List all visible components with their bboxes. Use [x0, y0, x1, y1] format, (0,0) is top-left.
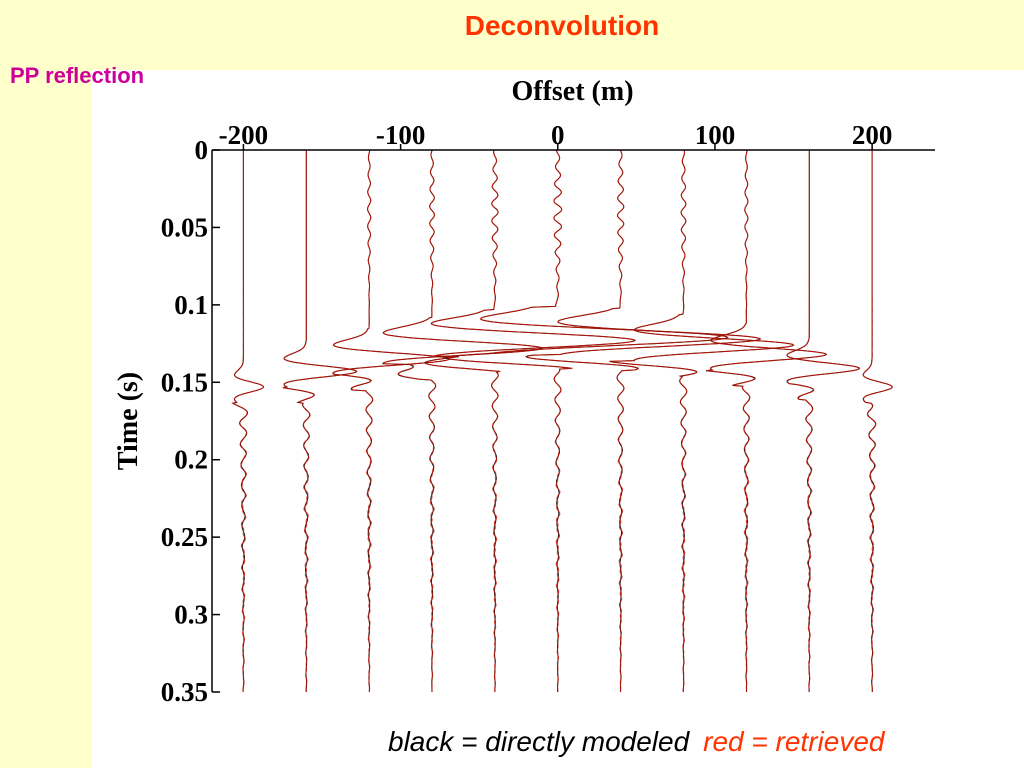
- trace-retrieved: [446, 149, 729, 693]
- trace-retrieved: [282, 150, 358, 692]
- x-tick-label: 100: [695, 120, 736, 150]
- traces-layer: [231, 149, 893, 693]
- slide-subtitle: PP reflection: [10, 63, 145, 88]
- trace-retrieved: [332, 149, 451, 693]
- y-tick-label: 0.35: [161, 677, 208, 707]
- y-tick-label: 0: [195, 135, 209, 165]
- legend-caption: black = directly modeled red = retrieved: [388, 726, 884, 758]
- trace-retrieved: [786, 150, 861, 692]
- trace-retrieved: [609, 149, 795, 693]
- trace-retrieved: [706, 149, 827, 692]
- trace-modeled: [382, 149, 543, 692]
- trace-retrieved: [862, 150, 893, 692]
- x-axis-title: Offset (m): [511, 76, 633, 107]
- trace-modeled: [705, 149, 828, 692]
- y-tick-label: 0.25: [161, 522, 208, 552]
- trace-modeled: [525, 149, 762, 692]
- trace-modeled: [231, 150, 264, 692]
- trace-modeled: [445, 149, 729, 693]
- trace-modeled: [283, 150, 358, 692]
- y-tick-label: 0.15: [161, 367, 208, 397]
- y-tick-label: 0.05: [161, 212, 208, 242]
- y-tick-label: 0.1: [174, 290, 208, 320]
- trace-retrieved: [525, 149, 762, 693]
- legend-modeled-text: black = directly modeled: [388, 726, 690, 757]
- trace-retrieved: [425, 149, 637, 692]
- trace-modeled: [862, 150, 893, 692]
- x-tick-label: 200: [852, 120, 893, 150]
- legend-retrieved-text: red = retrieved: [703, 726, 885, 757]
- slide-title: Deconvolution: [464, 10, 660, 41]
- trace-modeled: [424, 149, 636, 692]
- y-tick-label: 0.3: [174, 600, 208, 630]
- x-tick-label: -200: [219, 120, 269, 150]
- x-tick-label: 0: [551, 120, 565, 150]
- trace-retrieved: [231, 150, 265, 693]
- trace-modeled: [786, 150, 861, 693]
- trace-modeled: [609, 149, 795, 692]
- axes-layer: [211, 144, 935, 693]
- y-tick-label: 0.2: [174, 445, 208, 475]
- labels-layer: -200 -100 0 100 200 0 0.05 0.1 0.15 0.2 0.25 0.3 0.3…: [113, 76, 892, 707]
- y-axis-title: Time (s): [113, 372, 144, 470]
- trace-retrieved: [382, 149, 543, 692]
- x-tick-label: -100: [376, 120, 426, 150]
